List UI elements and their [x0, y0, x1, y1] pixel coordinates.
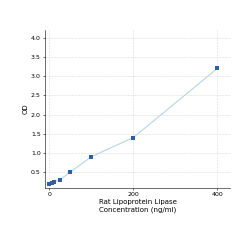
X-axis label: Rat Lipoprotein Lipase
Concentration (ng/ml): Rat Lipoprotein Lipase Concentration (ng… — [98, 200, 176, 213]
Point — [131, 136, 135, 140]
Y-axis label: OD: OD — [22, 104, 28, 114]
Point — [58, 178, 62, 182]
Point — [50, 181, 54, 185]
Point — [47, 182, 51, 186]
Point — [68, 170, 72, 174]
Point — [89, 155, 93, 159]
Point — [216, 66, 220, 70]
Point — [52, 180, 56, 184]
